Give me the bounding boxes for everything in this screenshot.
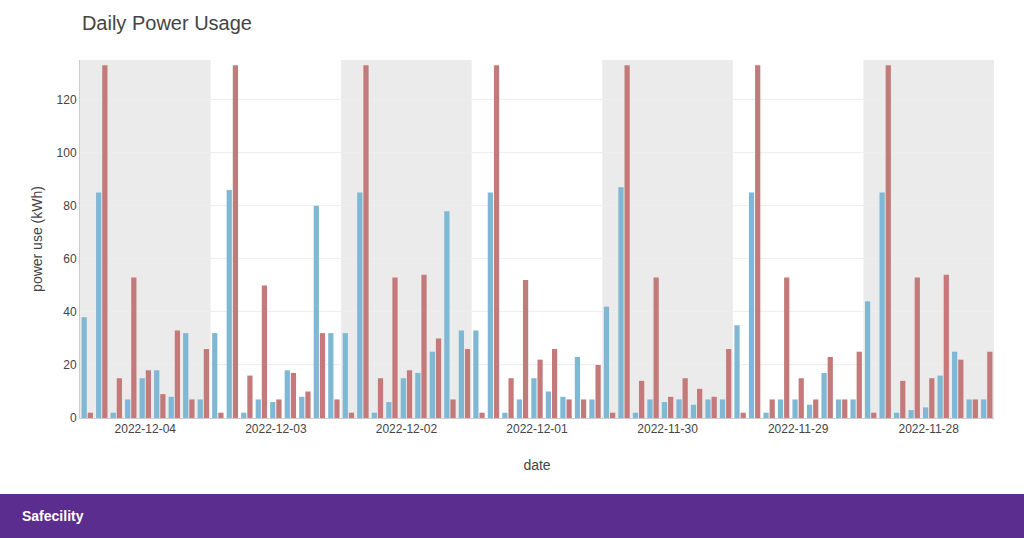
svg-text:20: 20	[63, 358, 77, 372]
svg-text:2022-12-03: 2022-12-03	[245, 422, 307, 436]
svg-text:Daily Power Usage: Daily Power Usage	[82, 12, 252, 34]
svg-text:0: 0	[70, 411, 77, 425]
svg-text:2022-12-04: 2022-12-04	[115, 422, 177, 436]
svg-text:2022-11-30: 2022-11-30	[637, 422, 698, 436]
svg-text:2022-11-29: 2022-11-29	[768, 422, 829, 436]
svg-text:100: 100	[57, 146, 77, 160]
svg-text:120: 120	[57, 93, 77, 107]
svg-text:2022-11-28: 2022-11-28	[898, 422, 959, 436]
svg-text:80: 80	[63, 199, 77, 213]
svg-text:60: 60	[63, 252, 77, 266]
svg-text:40: 40	[63, 305, 77, 319]
svg-text:2022-12-02: 2022-12-02	[376, 422, 438, 436]
svg-text:power use (kWh): power use (kWh)	[29, 186, 45, 292]
svg-text:date: date	[523, 457, 550, 473]
svg-text:2022-12-01: 2022-12-01	[506, 422, 568, 436]
svg-text:Safecility: Safecility	[22, 508, 84, 524]
